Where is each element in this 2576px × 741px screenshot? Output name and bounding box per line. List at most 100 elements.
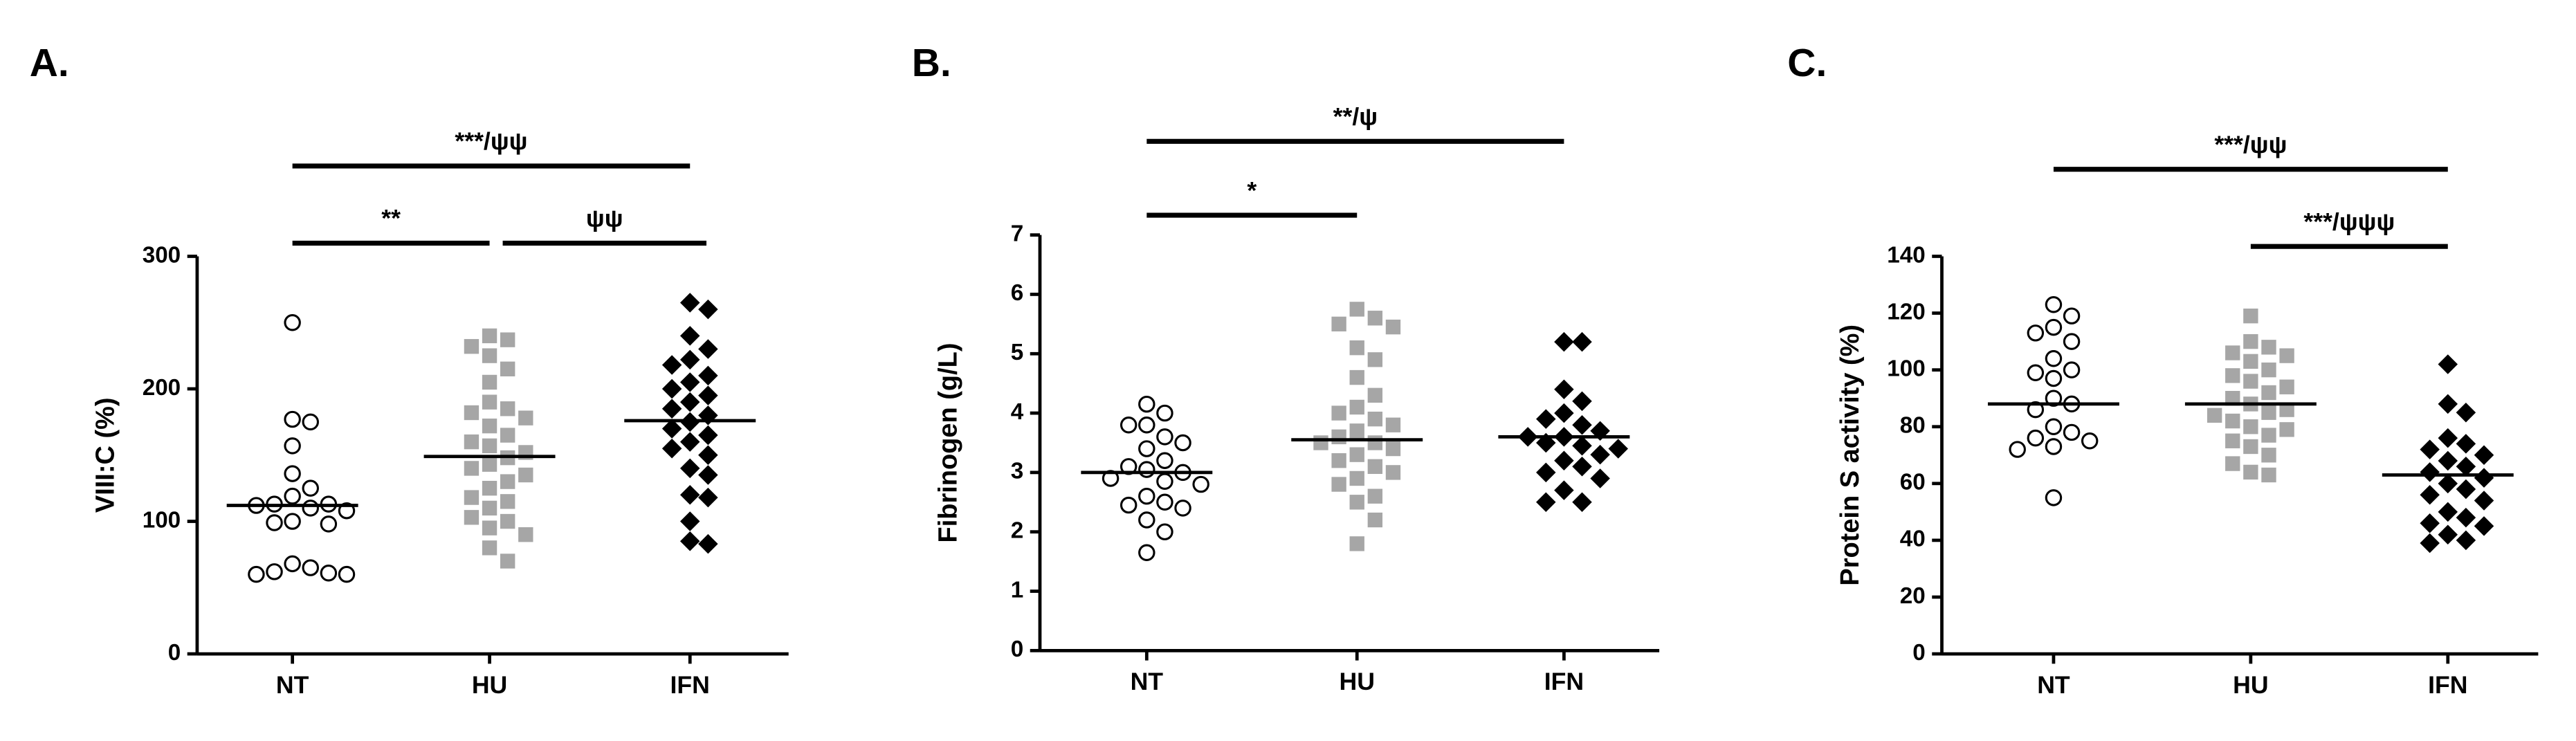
- data-point: [1174, 500, 1191, 517]
- data-point: [284, 465, 301, 482]
- data-point: [2456, 456, 2476, 477]
- data-point: [2456, 507, 2476, 528]
- data-point: [1192, 475, 1209, 493]
- x-tick-label: NT: [2037, 671, 2070, 699]
- data-point: [2474, 516, 2494, 536]
- y-tick-label: 120: [1887, 299, 1925, 324]
- data-point: [679, 293, 700, 313]
- data-point: [1349, 447, 1364, 462]
- data-point: [679, 326, 700, 346]
- data-point: [464, 434, 479, 450]
- data-point: [500, 494, 515, 509]
- data-point: [2225, 433, 2240, 448]
- data-point: [2279, 348, 2294, 363]
- x-tick-label: HU: [472, 671, 507, 699]
- data-point: [698, 365, 718, 386]
- data-point: [284, 555, 301, 573]
- data-point: [2438, 428, 2458, 448]
- data-point: [2045, 418, 2063, 435]
- data-point: [2474, 468, 2494, 488]
- data-point: [1349, 495, 1364, 510]
- data-point: [679, 372, 700, 392]
- data-point: [500, 401, 515, 417]
- data-point: [2438, 473, 2458, 494]
- data-point: [266, 514, 283, 531]
- data-point: [661, 419, 682, 439]
- data-point: [1331, 429, 1346, 445]
- data-point: [1138, 511, 1155, 529]
- data-point: [2225, 368, 2240, 383]
- data-point: [1536, 462, 1556, 483]
- data-point: [248, 565, 265, 583]
- data-point: [1331, 477, 1346, 492]
- data-point: [1385, 441, 1401, 457]
- data-point: [661, 378, 682, 399]
- data-point: [1138, 544, 1155, 561]
- data-point: [679, 458, 700, 479]
- data-point: [1138, 416, 1155, 434]
- y-tick-label: 100: [1887, 356, 1925, 381]
- data-point: [2045, 296, 2063, 313]
- data-point: [1156, 428, 1173, 446]
- data-point: [2243, 308, 2258, 324]
- x-tick-label: NT: [1131, 668, 1164, 695]
- data-point: [1367, 459, 1383, 474]
- data-point: [1367, 435, 1383, 450]
- y-axis-label: Protein S activity (%): [1836, 324, 1865, 586]
- data-point: [482, 328, 497, 344]
- data-point: [2045, 350, 2063, 367]
- data-point: [482, 374, 497, 390]
- data-point: [1331, 316, 1346, 332]
- data-point: [1156, 523, 1173, 540]
- data-point: [2420, 484, 2440, 505]
- data-point: [1331, 453, 1346, 468]
- data-point: [1367, 387, 1383, 403]
- data-point: [1536, 492, 1556, 513]
- data-point: [1572, 492, 1592, 513]
- data-point: [2063, 307, 2081, 324]
- x-tick-label: HU: [1340, 668, 1375, 695]
- data-point: [1572, 457, 1592, 477]
- data-point: [482, 348, 497, 363]
- data-point: [1313, 435, 1328, 450]
- data-point: [1349, 423, 1364, 439]
- data-point: [1367, 411, 1383, 427]
- data-point: [2261, 467, 2276, 483]
- data-point: [2420, 533, 2440, 554]
- data-point: [482, 480, 497, 496]
- data-point: [1554, 331, 1574, 352]
- data-point: [1156, 452, 1173, 469]
- data-point: [698, 425, 718, 446]
- data-point: [2225, 345, 2240, 360]
- data-point: [1554, 450, 1574, 470]
- data-point: [500, 554, 515, 569]
- data-point: [2243, 374, 2258, 389]
- data-point: [661, 438, 682, 459]
- data-point: [2456, 530, 2476, 551]
- data-point: [1572, 436, 1592, 456]
- data-point: [2438, 394, 2458, 414]
- data-point: [1156, 473, 1173, 490]
- y-tick-label: 0: [168, 640, 181, 666]
- data-point: [464, 339, 479, 354]
- y-tick-label: 80: [1900, 413, 1926, 439]
- data-point: [679, 484, 700, 505]
- data-point: [2045, 369, 2063, 387]
- data-point: [2225, 456, 2240, 471]
- data-point: [1120, 416, 1138, 434]
- y-tick-label: 40: [1900, 527, 1926, 552]
- significance-label: **: [381, 205, 401, 232]
- data-point: [679, 511, 700, 531]
- data-point: [1156, 404, 1173, 422]
- significance-label: *: [1247, 176, 1257, 204]
- data-point: [302, 413, 319, 431]
- data-point: [698, 465, 718, 485]
- data-point: [320, 515, 338, 533]
- y-tick-label: 6: [1011, 280, 1023, 306]
- data-point: [500, 513, 515, 529]
- data-point: [698, 299, 718, 320]
- data-point: [338, 565, 356, 583]
- data-point: [2027, 364, 2045, 381]
- data-point: [2279, 422, 2294, 437]
- data-point: [1138, 461, 1155, 478]
